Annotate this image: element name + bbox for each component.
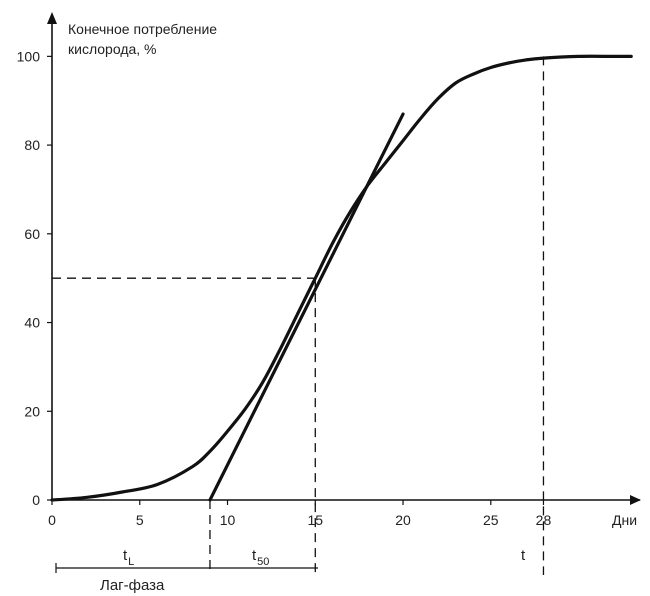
annotation-t: t bbox=[521, 547, 526, 564]
x-ticks: 0 5 10 15 20 25 28 bbox=[48, 500, 551, 528]
y-tick-label: 0 bbox=[32, 492, 40, 508]
annotations: tL t50 t Лаг-фаза bbox=[55, 547, 526, 594]
y-tick-label: 100 bbox=[17, 48, 41, 64]
series-line bbox=[50, 54, 633, 502]
annotation-lag-phase: Лаг-фаза bbox=[100, 577, 165, 594]
x-tick-label: 5 bbox=[136, 512, 144, 528]
y-tick-label: 20 bbox=[24, 403, 40, 419]
y-axis-title-line1: Конечное потребление bbox=[68, 21, 217, 37]
y-axis-arrow-icon bbox=[47, 12, 57, 24]
annotation-t50-main: t bbox=[252, 547, 257, 564]
annotation-tL-sub: L bbox=[128, 556, 134, 568]
y-tick-label: 40 bbox=[24, 315, 40, 331]
x-tick-label: 20 bbox=[395, 512, 411, 528]
x-tick-label: 25 bbox=[483, 512, 499, 528]
y-axis-title-line2: кислорода, % bbox=[68, 41, 157, 57]
annotation-t50: t50 bbox=[252, 547, 269, 568]
series bbox=[50, 54, 633, 502]
reference-lines bbox=[52, 56, 545, 575]
y-tick-label: 80 bbox=[24, 137, 40, 153]
x-tick-label: 10 bbox=[220, 512, 236, 528]
x-tick-label: 0 bbox=[48, 512, 56, 528]
annotation-tL: tL bbox=[123, 547, 134, 568]
axes bbox=[47, 12, 641, 505]
annotation-t50-sub: 50 bbox=[257, 556, 269, 568]
y-tick-label: 60 bbox=[24, 226, 40, 242]
x-tick-label: 28 bbox=[536, 512, 552, 528]
tangent-line bbox=[208, 112, 405, 502]
x-axis-arrow-icon bbox=[630, 495, 641, 505]
annotation-tL-main: t bbox=[123, 547, 128, 564]
x-axis-title: Дни bbox=[612, 512, 637, 528]
y-ticks: 0 20 40 60 80 100 bbox=[17, 48, 52, 508]
